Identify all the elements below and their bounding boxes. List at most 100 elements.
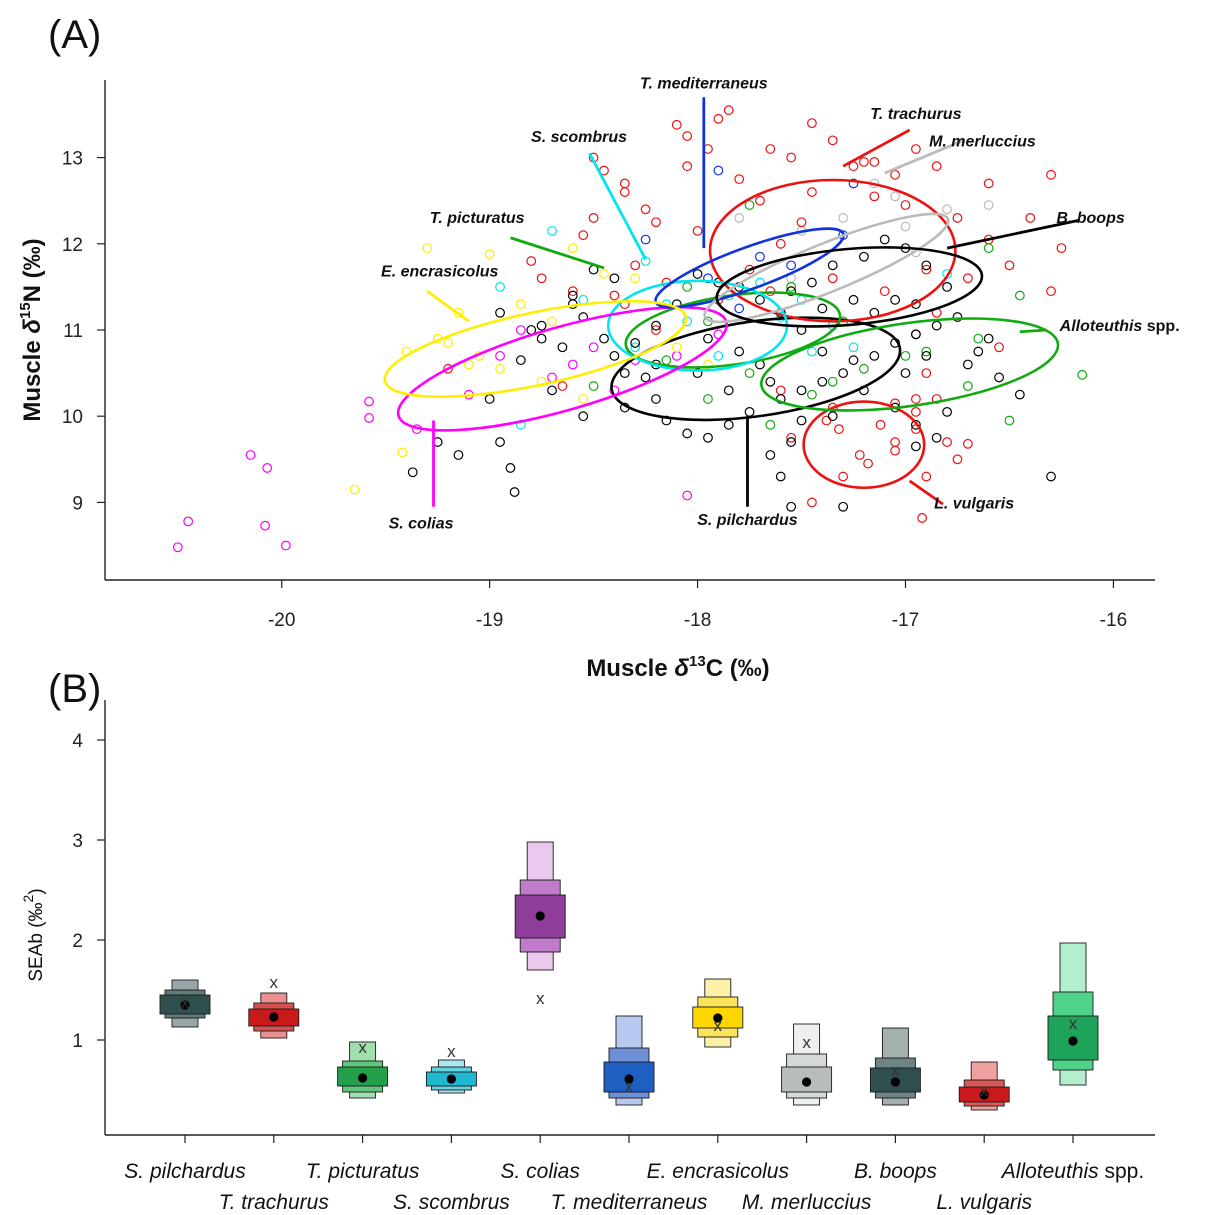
- point-t-mediterraneus: [734, 303, 745, 314]
- point-b-boops: [890, 294, 900, 305]
- point-b-boops: [817, 376, 828, 387]
- point-b-boops: [578, 411, 589, 422]
- point-t-trachurus: [859, 156, 869, 167]
- point-t-trachurus: [786, 432, 797, 443]
- point-t-trachurus: [744, 264, 755, 275]
- box-s-pilchardus: x: [159, 979, 211, 1028]
- point-t-picturatus: [807, 389, 817, 400]
- point-t-picturatus: [765, 419, 776, 430]
- point-m-merluccius: [942, 204, 952, 215]
- point-s-scombrus: [547, 225, 557, 236]
- point-b-boops: [786, 437, 797, 447]
- point-l-vulgaris: [890, 437, 900, 447]
- point-b-boops: [734, 346, 745, 357]
- point-b-boops: [942, 406, 952, 417]
- sample-x-marker: x: [714, 1016, 723, 1035]
- point-e-encrasicolus: [567, 243, 578, 254]
- point-t-trachurus: [1046, 169, 1056, 180]
- point-e-encrasicolus: [630, 273, 641, 284]
- panel-a-ellipses: [383, 178, 1060, 490]
- point-b-boops: [921, 350, 932, 361]
- point-t-trachurus: [651, 217, 661, 228]
- mode-dot: [1068, 1036, 1078, 1046]
- box-s-scombrus: x: [425, 1042, 477, 1094]
- point-t-trachurus: [536, 273, 547, 284]
- point-t-mediterraneus: [848, 178, 859, 189]
- mode-dot: [535, 911, 545, 921]
- point-b-boops: [651, 394, 661, 404]
- point-t-trachurus: [682, 161, 693, 172]
- category-label-l-vulgaris: L. vulgaris: [936, 1191, 1032, 1214]
- point-b-boops: [640, 372, 651, 383]
- point-b-boops: [910, 419, 921, 430]
- y-tick-label: 10: [62, 407, 83, 428]
- point-t-trachurus: [807, 187, 817, 197]
- point-b-boops: [692, 368, 703, 379]
- point-m-merluccius: [900, 221, 911, 232]
- point-l-vulgaris: [910, 406, 921, 417]
- point-t-picturatus: [1014, 290, 1025, 301]
- point-e-encrasicolus: [422, 243, 433, 254]
- y-tick-label: 9: [72, 493, 83, 514]
- point-t-mediterraneus: [713, 165, 724, 176]
- sample-x-marker: x: [625, 1077, 634, 1096]
- point-b-boops: [879, 234, 890, 245]
- panel-a-x-axis-title: Muscle δ13C (‰): [586, 653, 769, 682]
- species-label-t-trachurus: T. trachurus: [870, 106, 961, 123]
- y-tick-label: 3: [72, 831, 83, 852]
- point-s-colias: [245, 450, 256, 460]
- category-label-s-scombrus: S. scombrus: [393, 1191, 510, 1214]
- panel-b-credible-boxes: x x x x x x x x x x x: [159, 841, 1099, 1111]
- point-t-picturatus: [786, 281, 797, 292]
- point-t-trachurus: [630, 260, 641, 271]
- mode-dot: [802, 1077, 812, 1087]
- point-t-trachurus: [619, 187, 630, 197]
- point-m-merluccius: [890, 191, 900, 202]
- point-t-mediterraneus: [786, 260, 797, 271]
- mode-dot: [890, 1077, 901, 1087]
- point-t-trachurus: [796, 217, 807, 228]
- leader-t-picturatus: [510, 236, 605, 270]
- point-b-boops: [983, 333, 994, 344]
- panel-a-scatter: T. mediterraneus T. trachurus M. merlucciu…: [17, 76, 1180, 682]
- x-tick-label: -17: [892, 610, 919, 631]
- point-t-trachurus: [962, 273, 973, 284]
- point-b-boops: [609, 350, 620, 361]
- point-b-boops: [775, 471, 786, 482]
- point-b-boops: [994, 372, 1004, 383]
- point-t-trachurus: [838, 471, 849, 482]
- point-b-boops: [515, 355, 526, 366]
- point-b-boops: [859, 251, 869, 262]
- ellipse-s-pilchardus: [610, 316, 902, 422]
- point-b-boops: [692, 269, 703, 279]
- point-s-colias: [364, 396, 374, 407]
- category-label-e-encrasicolus: E. encrasicolus: [647, 1160, 790, 1183]
- sample-x-marker: x: [802, 1033, 811, 1052]
- point-e-encrasicolus: [599, 269, 609, 279]
- box-s-colias: x: [514, 841, 566, 1008]
- point-m-merluccius: [838, 213, 849, 223]
- point-t-trachurus: [827, 135, 838, 146]
- point-t-trachurus: [827, 273, 838, 284]
- point-s-colias: [588, 342, 599, 353]
- mode-dot: [624, 1074, 634, 1084]
- leader-l-vulgaris: [908, 479, 944, 506]
- point-t-trachurus: [900, 200, 911, 210]
- point-s-colias: [567, 359, 578, 370]
- point-t-trachurus: [786, 152, 797, 163]
- point-b-boops: [599, 333, 609, 344]
- panel-b-letter: (B): [48, 667, 101, 711]
- point-l-vulgaris: [875, 419, 886, 430]
- point-t-trachurus: [713, 113, 724, 124]
- point-s-scombrus: [630, 342, 641, 353]
- category-label-s-pilchardus: S. pilchardus: [124, 1160, 246, 1183]
- point-t-picturatus: [744, 368, 755, 379]
- category-label-b-boops: B. boops: [854, 1160, 937, 1183]
- panel-a-leader-lines: [426, 97, 1079, 507]
- point-b-boops: [505, 463, 516, 473]
- point-t-trachurus: [962, 438, 973, 449]
- point-t-trachurus: [890, 169, 900, 180]
- point-b-boops: [609, 273, 620, 284]
- point-t-trachurus: [1025, 213, 1036, 223]
- point-b-boops: [509, 487, 520, 497]
